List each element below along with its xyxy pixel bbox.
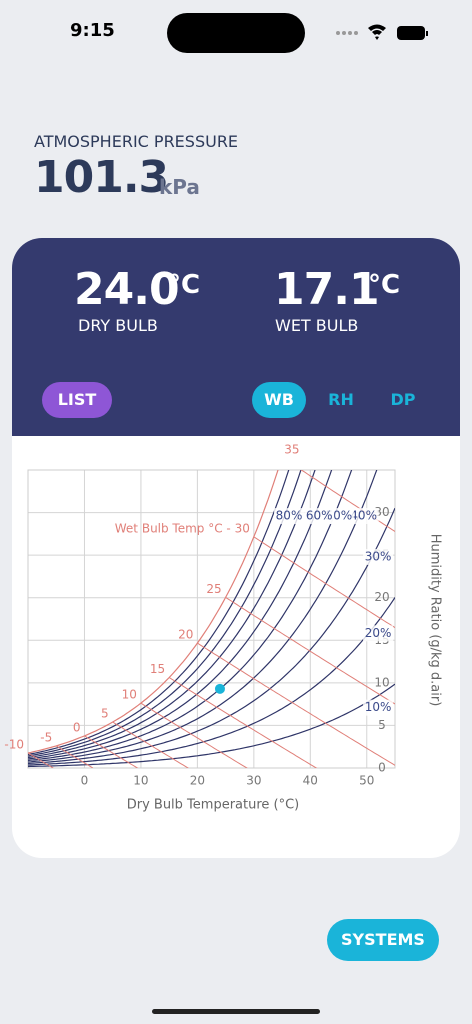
status-icons xyxy=(336,24,428,40)
rh-label-bg xyxy=(363,625,394,642)
rh-label: 20% xyxy=(365,626,392,640)
rh-curve xyxy=(28,470,378,763)
pressure-value: 101.3 xyxy=(34,152,169,203)
rh-curve xyxy=(28,470,302,757)
x-axis-label: Dry Bulb Temperature (°C) xyxy=(127,798,300,813)
x-tick-label: 0 xyxy=(81,774,89,788)
y-tick-label: 20 xyxy=(374,590,389,604)
systems-button[interactable]: SYSTEMS xyxy=(327,919,439,961)
rh-label: 40% xyxy=(350,509,377,523)
pressure-label: ATMOSPHERIC PRESSURE xyxy=(34,132,239,151)
pressure-unit: kPa xyxy=(159,175,200,199)
wet-bulb-line xyxy=(225,596,395,705)
dp-tab[interactable]: DP xyxy=(390,390,416,409)
x-tick-label: 10 xyxy=(133,774,148,788)
wet-bulb-line xyxy=(28,752,54,768)
wet-bulb-line xyxy=(197,642,395,766)
wet-bulb-label: -10 xyxy=(4,737,24,751)
dynamic-island xyxy=(167,13,305,53)
plot-frame xyxy=(27,469,396,769)
state-point xyxy=(214,683,225,694)
wet-bulb-line xyxy=(168,677,318,768)
wet-bulb-line xyxy=(112,721,190,768)
rh-label-bg xyxy=(304,508,335,525)
readings-panel: 24.0 °C DRY BULB 17.1 °C WET BULB LIST W… xyxy=(12,238,460,436)
wet-bulb-unit: °C xyxy=(368,270,401,300)
wet-bulb-line xyxy=(253,536,395,629)
x-tick-label: 40 xyxy=(303,774,318,788)
wet-bulb-label: -5 xyxy=(40,730,52,744)
wb-tab[interactable]: WB xyxy=(252,382,306,418)
rh-curve xyxy=(28,470,290,756)
status-time: 9:15 xyxy=(70,20,115,41)
rh-label: 80% xyxy=(276,509,303,523)
wet-bulb-label: 25 xyxy=(206,582,221,596)
rh-curve xyxy=(28,470,316,759)
wet-bulb-line xyxy=(300,470,395,533)
rh-label-bg xyxy=(363,699,394,716)
wet-bulb-label: 15 xyxy=(150,662,165,676)
dry-bulb-value: 24.0 xyxy=(74,264,180,315)
rh-curve xyxy=(28,470,353,762)
wet-bulb-label: 20 xyxy=(178,628,193,642)
x-tick-label: 30 xyxy=(246,774,261,788)
y-tick-label: 10 xyxy=(374,675,389,689)
x-tick-label: 50 xyxy=(359,774,374,788)
rh-curve xyxy=(28,683,395,768)
wet-bulb-label: Wet Bulb Temp °C - 30 xyxy=(115,521,250,535)
rh-label: 30% xyxy=(365,549,392,563)
wet-bulb-label: 5 xyxy=(101,707,109,721)
rh-label: 60% xyxy=(306,509,333,523)
home-indicator xyxy=(152,1009,320,1014)
wet-bulb-line xyxy=(140,702,248,768)
rh-label: 10% xyxy=(365,700,392,714)
x-tick-label: 20 xyxy=(190,774,205,788)
wet-bulb-label: 0 xyxy=(73,720,81,734)
y-tick-label: 0 xyxy=(378,761,386,775)
rh-label-bg xyxy=(363,548,394,565)
dry-bulb-unit: °C xyxy=(168,270,201,300)
wet-bulb-value: 17.1 xyxy=(274,264,380,315)
wet-bulb-label: 35 xyxy=(284,443,299,457)
y-axis-label: Humidity Ratio (g/kg d.air) xyxy=(428,534,443,707)
wet-bulb-label: WET BULB xyxy=(275,316,359,335)
dry-bulb-label: DRY BULB xyxy=(78,316,158,335)
rh-curve xyxy=(28,597,395,766)
rh-tab[interactable]: RH xyxy=(328,390,354,409)
rh-curve xyxy=(28,470,333,760)
rh-label-bg xyxy=(274,508,305,525)
list-button[interactable]: LIST xyxy=(42,382,112,418)
rh-label-bg xyxy=(348,508,379,525)
rh-curve xyxy=(28,507,395,765)
wet-bulb-line xyxy=(55,745,94,768)
wet-bulb-line xyxy=(84,735,139,768)
y-tick-label: 5 xyxy=(378,718,386,732)
wet-bulb-label: 10 xyxy=(122,688,137,702)
rh-curve xyxy=(28,470,279,754)
